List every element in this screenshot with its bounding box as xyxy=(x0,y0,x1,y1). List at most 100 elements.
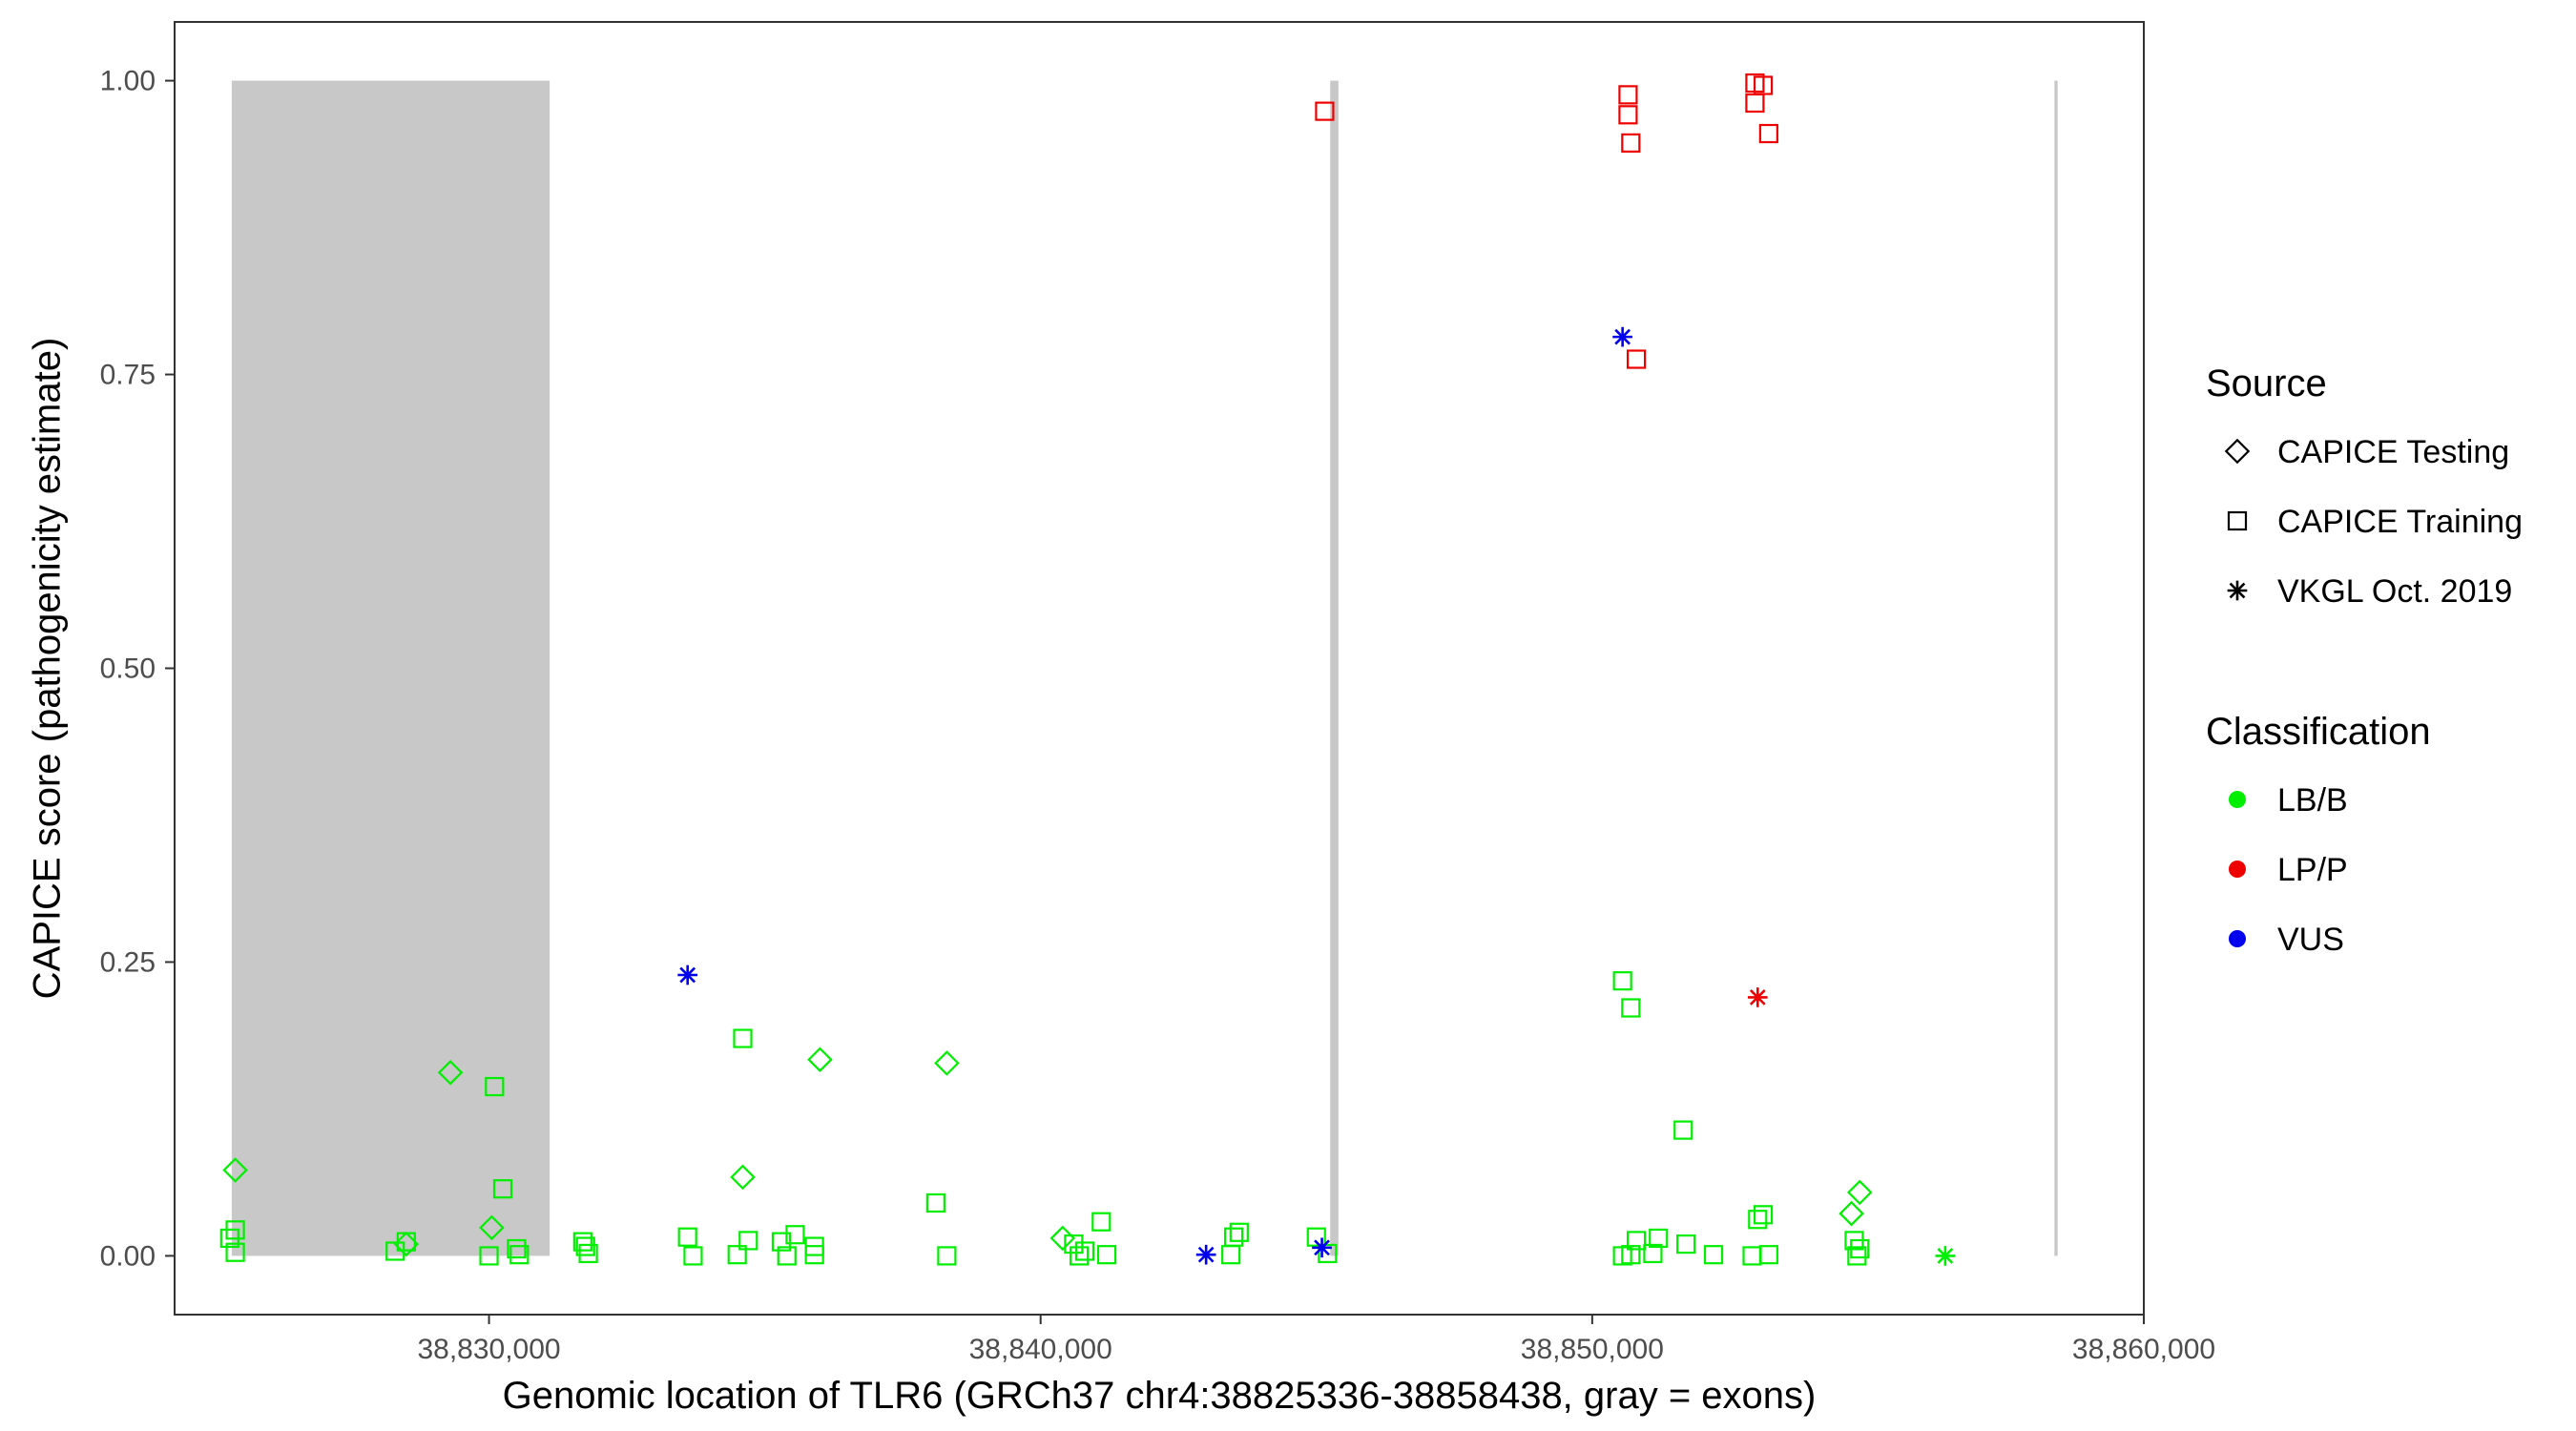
x-axis: 38,830,000 38,840,000 38,850,000 38,860,000 xyxy=(417,1315,2215,1365)
point-square xyxy=(507,1238,527,1259)
x-tick-label: 38,860,000 xyxy=(2072,1334,2215,1365)
point-square xyxy=(1612,971,1632,991)
point-square xyxy=(479,1246,499,1266)
legend-source-label: CAPICE Testing xyxy=(2277,434,2509,470)
legend-source-title: Source xyxy=(2206,363,2327,404)
point-square xyxy=(1676,1234,1696,1255)
legend-class-LPP: LP/P xyxy=(2229,852,2348,888)
x-tick-label: 38,840,000 xyxy=(969,1334,1112,1365)
exon-band xyxy=(1330,80,1339,1256)
y-axis: 0.00 0.25 0.50 0.75 1.00 xyxy=(100,66,175,1272)
point-square xyxy=(1649,1228,1669,1249)
point-asterisk xyxy=(1935,1246,1956,1266)
y-tick-label: 0.75 xyxy=(100,360,156,391)
exon-band xyxy=(2054,80,2058,1256)
point-square xyxy=(1758,123,1778,144)
legend-source-vkgl: VKGL Oct. 2019 xyxy=(2227,573,2512,610)
legend: Source CAPICE Testing CAPICE Training VKGL… xyxy=(2206,363,2523,958)
y-tick-label: 0.50 xyxy=(100,653,156,685)
point-square xyxy=(777,1246,797,1266)
point-square xyxy=(804,1245,824,1265)
point-diamond xyxy=(393,1231,420,1257)
point-square xyxy=(1621,133,1641,153)
point-square xyxy=(1096,1245,1117,1265)
point-square xyxy=(578,1243,598,1264)
legend-source-entries: CAPICE Testing CAPICE Training VKGL Oct. 2… xyxy=(2224,434,2523,610)
point-asterisk xyxy=(1612,326,1632,347)
point-square xyxy=(1221,1245,1241,1265)
x-tick-label: 38,830,000 xyxy=(417,1334,560,1365)
point-diamond xyxy=(1846,1179,1873,1206)
point-square xyxy=(785,1225,805,1245)
point-square xyxy=(1627,349,1647,369)
legend-class-VUS: VUS xyxy=(2229,922,2344,958)
y-tick-label: 0.00 xyxy=(100,1240,156,1272)
point-square xyxy=(1074,1241,1095,1261)
point-asterisk xyxy=(1195,1244,1216,1265)
series-vkgl-LBB xyxy=(1935,1246,1956,1266)
point-square xyxy=(1306,1227,1326,1247)
point-square xyxy=(1229,1222,1249,1242)
exon-bands xyxy=(231,80,2058,1256)
point-square xyxy=(492,1179,513,1199)
legend-classification-title: Classification xyxy=(2206,711,2431,753)
series-testing-LBB xyxy=(222,1047,1873,1257)
point-square xyxy=(1643,1243,1663,1264)
series-training-LPP xyxy=(1315,73,1778,369)
point-square xyxy=(727,1245,747,1265)
point-square xyxy=(2227,510,2248,531)
point-diamond xyxy=(1049,1225,1076,1252)
point-asterisk xyxy=(1312,1237,1332,1258)
point-square xyxy=(1618,85,1638,105)
point-square xyxy=(1070,1246,1090,1266)
data-points xyxy=(219,73,1956,1266)
point-square xyxy=(1673,1120,1693,1140)
point-square xyxy=(1618,105,1638,125)
point-square xyxy=(738,1231,758,1251)
point-square xyxy=(1621,1245,1641,1265)
point-diamond xyxy=(2224,438,2251,465)
point-square xyxy=(1318,1243,1338,1264)
point-square xyxy=(1703,1245,1724,1265)
point-square xyxy=(575,1236,595,1256)
point-square xyxy=(485,1076,505,1097)
point-asterisk xyxy=(677,964,698,985)
point-square xyxy=(771,1232,792,1252)
point-square xyxy=(572,1232,592,1252)
point-diamond xyxy=(934,1050,960,1076)
point-square xyxy=(1064,1234,1084,1255)
legend-classification-entries: LB/B LP/P VUS xyxy=(2229,782,2348,958)
series-vkgl-LPP xyxy=(1747,987,1768,1007)
point-diamond xyxy=(730,1164,756,1191)
series-vkgl-VUS xyxy=(677,326,1632,1265)
exon-band xyxy=(231,80,551,1256)
legend-source-label: VKGL Oct. 2019 xyxy=(2277,573,2512,610)
point-square xyxy=(1627,1231,1647,1251)
legend-classification-label: LP/P xyxy=(2277,852,2348,888)
point-square xyxy=(225,1220,245,1240)
point-square xyxy=(1758,1245,1778,1265)
point-square xyxy=(225,1242,245,1262)
point-diamond xyxy=(222,1157,248,1183)
point-square xyxy=(925,1192,945,1213)
point-diamond xyxy=(437,1059,464,1086)
x-tick-label: 38,850,000 xyxy=(1521,1334,1664,1365)
legend-source-testing: CAPICE Testing xyxy=(2224,434,2509,470)
point-square xyxy=(1847,1246,1867,1266)
point-square xyxy=(1621,998,1641,1018)
legend-color-dot xyxy=(2229,791,2246,808)
y-tick-label: 0.25 xyxy=(100,946,156,978)
legend-source-training: CAPICE Training xyxy=(2227,504,2523,540)
point-square xyxy=(937,1246,957,1266)
point-square xyxy=(1850,1238,1870,1259)
point-diamond xyxy=(1839,1200,1864,1227)
legend-source-label: CAPICE Training xyxy=(2277,504,2523,540)
point-asterisk xyxy=(2227,580,2248,601)
point-square xyxy=(733,1028,753,1048)
legend-color-dot xyxy=(2229,861,2246,878)
point-asterisk xyxy=(1747,987,1768,1007)
point-square xyxy=(1315,101,1335,121)
y-tick-label: 1.00 xyxy=(100,66,156,97)
y-axis-title: CAPICE score (pathogenicity estimate) xyxy=(27,338,69,1000)
